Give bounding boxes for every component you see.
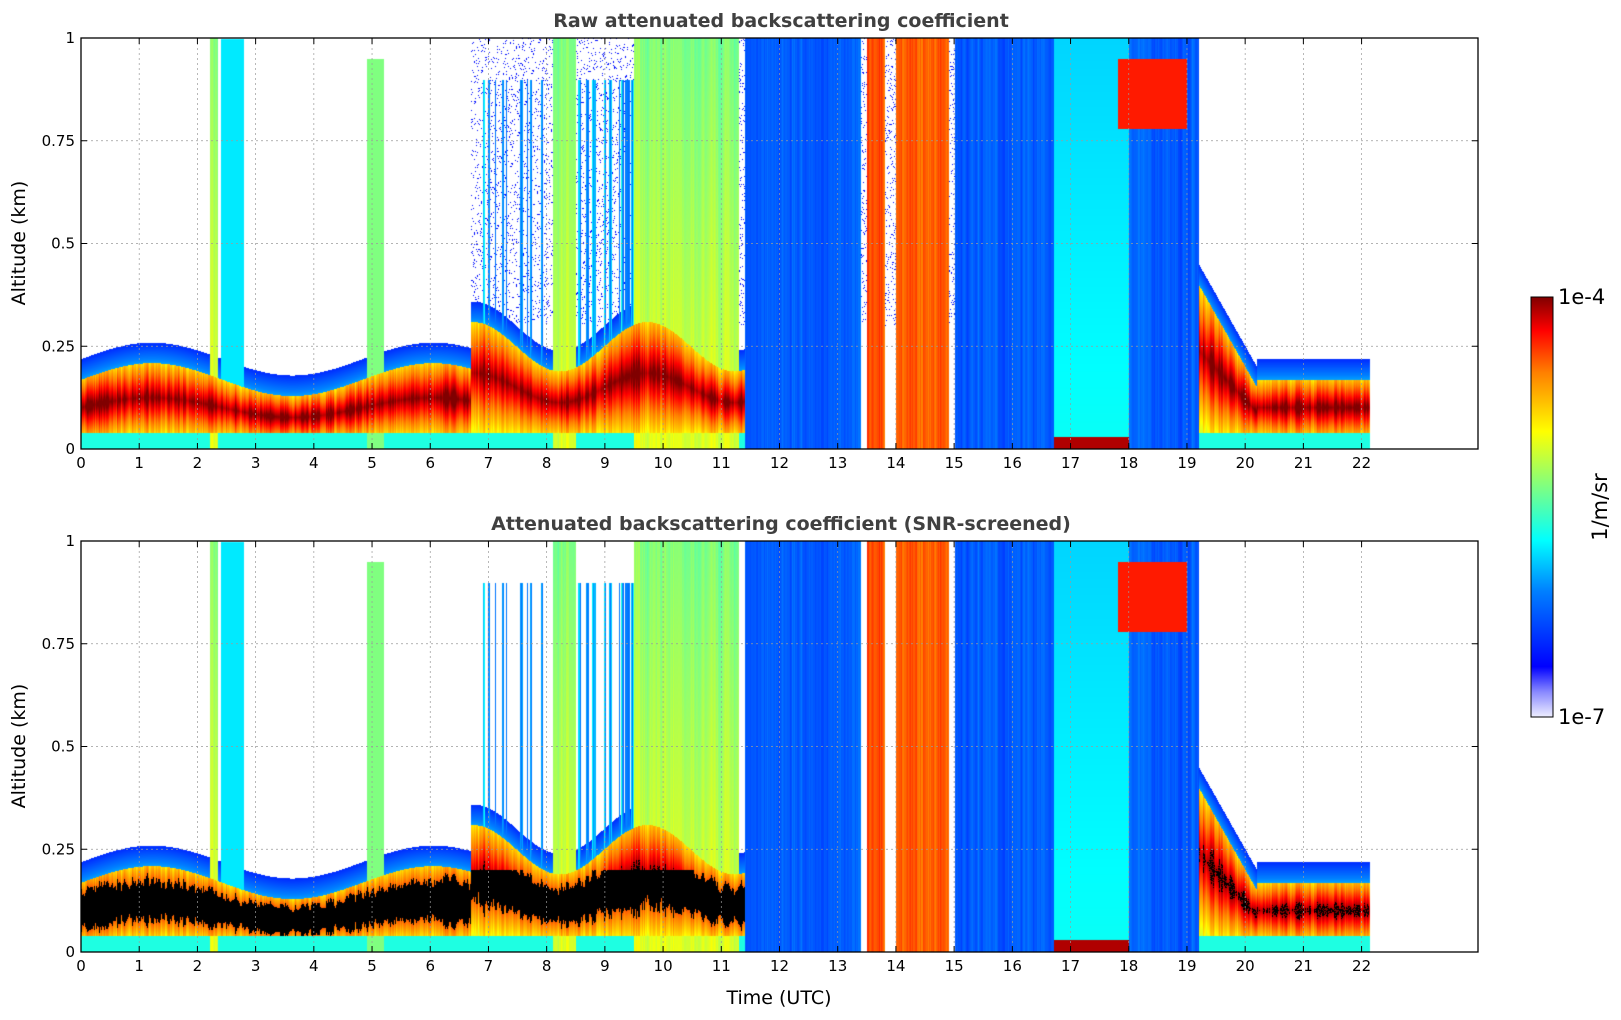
x-tick-label: 8 <box>542 957 552 975</box>
x-tick-label: 12 <box>770 454 789 472</box>
x-tick-label: 19 <box>1177 454 1196 472</box>
panel-raw-grid <box>81 38 1478 449</box>
x-tick-label: 6 <box>425 957 435 975</box>
x-tick-label: 15 <box>945 454 964 472</box>
x-tick-label: 18 <box>1119 957 1138 975</box>
x-tick-label: 11 <box>712 454 731 472</box>
panel-raw: Raw attenuated backscattering coefficien… <box>8 10 1479 472</box>
x-tick-label: 3 <box>251 454 261 472</box>
colorbar-min-label: 1e-7 <box>1558 705 1605 729</box>
x-tick-label: 22 <box>1352 957 1371 975</box>
x-tick-label: 17 <box>1061 957 1080 975</box>
x-tick-label: 9 <box>600 957 610 975</box>
panel-screened-x-ticks: 0 1 2 3 4 5 6 7 8 9 10 11 12 13 14 15 16 17 18 19 20 21 22 <box>76 541 1371 975</box>
x-tick-label: 20 <box>1236 957 1255 975</box>
x-tick-label: 19 <box>1177 957 1196 975</box>
x-tick-label: 18 <box>1119 454 1138 472</box>
panel-screened: Attenuated backscattering coefficient (S… <box>8 513 1479 1009</box>
x-tick-label: 10 <box>654 454 673 472</box>
panel-raw-ylabel: Altitude (km) <box>8 181 30 306</box>
x-tick-label: 17 <box>1061 454 1080 472</box>
panel-screened-y-ticks: 0 0.25 0.5 0.75 1 <box>42 532 1478 961</box>
x-tick-label: 1 <box>134 957 144 975</box>
x-tick-label: 12 <box>770 957 789 975</box>
colorbar-gradient <box>1530 296 1554 718</box>
panel-screened-title: Attenuated backscattering coefficient (S… <box>491 513 1071 535</box>
colorbar: 1e-4 1e-7 1/m/sr <box>1530 285 1612 729</box>
y-tick-label: 0 <box>65 440 75 458</box>
x-tick-label: 20 <box>1236 454 1255 472</box>
x-tick-label: 15 <box>945 957 964 975</box>
y-tick-label: 0 <box>65 943 75 961</box>
x-tick-label: 16 <box>1003 957 1022 975</box>
y-tick-label: 0.25 <box>42 840 75 858</box>
x-tick-label: 16 <box>1003 454 1022 472</box>
x-tick-label: 5 <box>367 454 377 472</box>
x-tick-label: 22 <box>1352 454 1371 472</box>
y-tick-label: 0.25 <box>42 337 75 355</box>
panel-screened-xlabel: Time (UTC) <box>725 987 831 1009</box>
colorbar-unit-label: 1/m/sr <box>1588 473 1612 541</box>
x-tick-label: 0 <box>76 957 86 975</box>
x-tick-label: 9 <box>600 454 610 472</box>
x-tick-label: 21 <box>1294 454 1313 472</box>
x-tick-label: 13 <box>828 957 847 975</box>
x-tick-label: 7 <box>484 454 494 472</box>
x-tick-label: 0 <box>76 454 86 472</box>
panel-screened-ylabel: Altitude (km) <box>8 684 30 809</box>
panel-raw-x-ticks: 0 1 2 3 4 5 6 7 8 9 10 11 12 13 14 15 16 17 18 19 20 21 22 <box>76 38 1371 472</box>
y-tick-label: 1 <box>65 532 75 550</box>
x-tick-label: 3 <box>251 957 261 975</box>
y-tick-label: 0.75 <box>42 635 75 653</box>
x-tick-label: 8 <box>542 454 552 472</box>
x-tick-label: 7 <box>484 957 494 975</box>
x-tick-label: 4 <box>309 957 319 975</box>
y-tick-label: 1 <box>65 29 75 47</box>
x-tick-label: 13 <box>828 454 847 472</box>
panel-raw-title: Raw attenuated backscattering coefficien… <box>553 10 1009 32</box>
x-tick-label: 11 <box>712 957 731 975</box>
x-tick-label: 14 <box>886 454 905 472</box>
x-tick-label: 14 <box>886 957 905 975</box>
x-tick-label: 5 <box>367 957 377 975</box>
y-tick-label: 0.75 <box>42 132 75 150</box>
x-tick-label: 21 <box>1294 957 1313 975</box>
x-tick-label: 1 <box>134 454 144 472</box>
y-tick-label: 0.5 <box>51 738 75 756</box>
y-tick-label: 0.5 <box>51 235 75 253</box>
x-tick-label: 4 <box>309 454 319 472</box>
x-tick-label: 2 <box>193 454 203 472</box>
x-tick-label: 6 <box>425 454 435 472</box>
x-tick-label: 10 <box>654 957 673 975</box>
colorbar-max-label: 1e-4 <box>1558 285 1605 309</box>
panel-raw-y-ticks: 0 0.25 0.5 0.75 1 <box>42 29 1478 458</box>
panel-screened-grid <box>81 541 1478 952</box>
x-tick-label: 2 <box>193 957 203 975</box>
